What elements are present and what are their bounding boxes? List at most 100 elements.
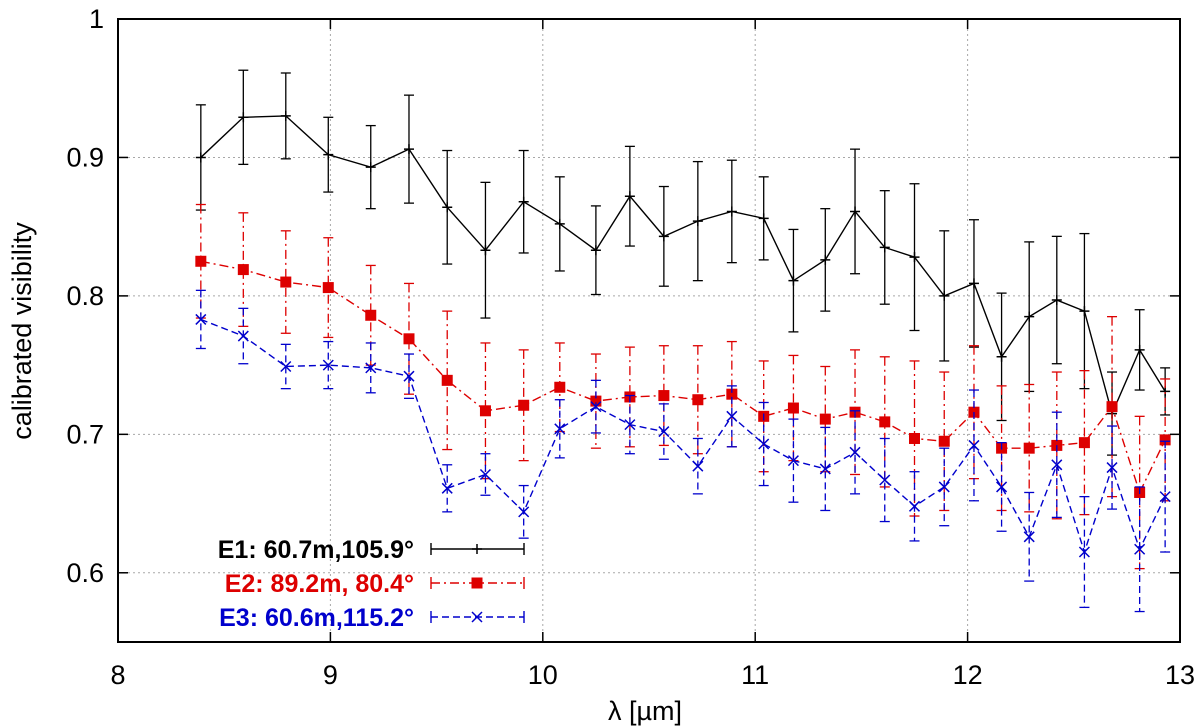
- x-tick-label: 13: [1165, 660, 1195, 690]
- series-line: [200, 260, 1166, 495]
- y-tick-label: 0.7: [66, 419, 104, 449]
- data-point: [758, 213, 769, 224]
- series-line: [200, 115, 1166, 416]
- data-point: [909, 252, 920, 263]
- legend-marker-3: [471, 611, 483, 623]
- data-point: [1159, 491, 1171, 503]
- data-point: [403, 370, 415, 382]
- y-tick-label: 0.8: [66, 281, 104, 311]
- data-point: [1106, 401, 1118, 413]
- data-point: [1023, 531, 1035, 543]
- series-layer: [195, 69, 1171, 613]
- data-point: [237, 330, 249, 342]
- data-point: [403, 144, 414, 155]
- data-point: [758, 438, 770, 450]
- data-point: [726, 410, 738, 422]
- data-point: [590, 245, 601, 256]
- data-point: [1134, 344, 1145, 355]
- data-point: [195, 152, 206, 163]
- data-point: [996, 481, 1008, 493]
- data-point: [787, 455, 799, 467]
- y-tick-label: 1: [89, 4, 104, 34]
- legend-label-3: E3: 60.6m,115.2°: [219, 604, 414, 632]
- data-point: [726, 388, 738, 400]
- data-point: [788, 275, 799, 286]
- data-point: [938, 435, 950, 447]
- data-point: [1078, 546, 1090, 558]
- data-point: [1078, 437, 1090, 449]
- data-point: [442, 202, 453, 213]
- data-point: [195, 313, 207, 325]
- data-point: [1134, 543, 1146, 555]
- data-point: [280, 276, 292, 288]
- data-point: [479, 405, 491, 417]
- data-point: [1023, 442, 1035, 454]
- data-point: [554, 218, 565, 229]
- data-point: [850, 206, 861, 217]
- data-point: [195, 255, 207, 267]
- data-point: [939, 290, 950, 301]
- data-point: [1051, 295, 1062, 306]
- data-point: [938, 481, 950, 493]
- data-point: [908, 500, 921, 512]
- x-tick-label: 11: [741, 660, 769, 690]
- data-point: [819, 463, 831, 475]
- data-point: [590, 401, 602, 413]
- data-point: [441, 482, 453, 494]
- data-point: [322, 282, 334, 294]
- data-point: [237, 264, 249, 276]
- data-point: [849, 446, 861, 458]
- data-point: [554, 423, 566, 435]
- data-point: [365, 362, 377, 374]
- data-point: [692, 460, 704, 472]
- data-point: [238, 112, 249, 123]
- legend-label-1: E1: 60.7m,105.9°: [218, 536, 414, 564]
- x-tick-label: 8: [110, 660, 125, 690]
- data-point: [518, 506, 530, 518]
- data-point: [1079, 306, 1090, 317]
- data-point: [322, 359, 334, 371]
- legend-marker-2: [471, 577, 483, 589]
- data-point: [1024, 311, 1035, 322]
- data-point: [280, 360, 292, 373]
- x-tick-label: 12: [953, 660, 983, 690]
- data-point: [658, 390, 670, 402]
- legend-label-2: E2: 89.2m, 80.4°: [225, 570, 414, 598]
- data-point: [590, 395, 602, 407]
- data-point: [658, 231, 669, 242]
- data-point: [365, 309, 377, 321]
- data-point: [968, 439, 980, 451]
- data-point: [403, 333, 415, 345]
- data-point: [624, 419, 636, 431]
- data-point: [879, 474, 891, 486]
- data-point: [554, 381, 566, 393]
- axes: 8 9 10 11 12 13 0.6 0.7 0.8 0.9 1: [66, 4, 1195, 690]
- data-point: [909, 432, 920, 444]
- data-point: [996, 351, 1007, 362]
- data-point: [323, 149, 334, 160]
- y-tick-label: 0.9: [66, 142, 104, 172]
- data-point: [692, 394, 704, 406]
- data-point: [479, 468, 491, 481]
- data-point: [1160, 386, 1171, 397]
- series-3: [195, 289, 1171, 613]
- data-point: [787, 402, 799, 414]
- series-2: [195, 203, 1171, 570]
- data-point: [819, 413, 831, 425]
- data-point: [820, 254, 831, 265]
- data-point: [879, 416, 891, 428]
- data-point: [441, 374, 453, 386]
- series-1: [195, 69, 1171, 456]
- data-point: [518, 196, 529, 207]
- data-point: [658, 426, 670, 438]
- grid-lines: [118, 19, 1180, 642]
- y-axis-title: calibrated visibility: [7, 222, 37, 440]
- data-point: [1051, 459, 1063, 471]
- data-point: [480, 245, 491, 256]
- data-point: [1159, 434, 1171, 446]
- y-tick-label: 0.6: [66, 558, 104, 588]
- data-point: [1106, 462, 1118, 474]
- data-point: [280, 110, 291, 121]
- data-point: [365, 162, 376, 173]
